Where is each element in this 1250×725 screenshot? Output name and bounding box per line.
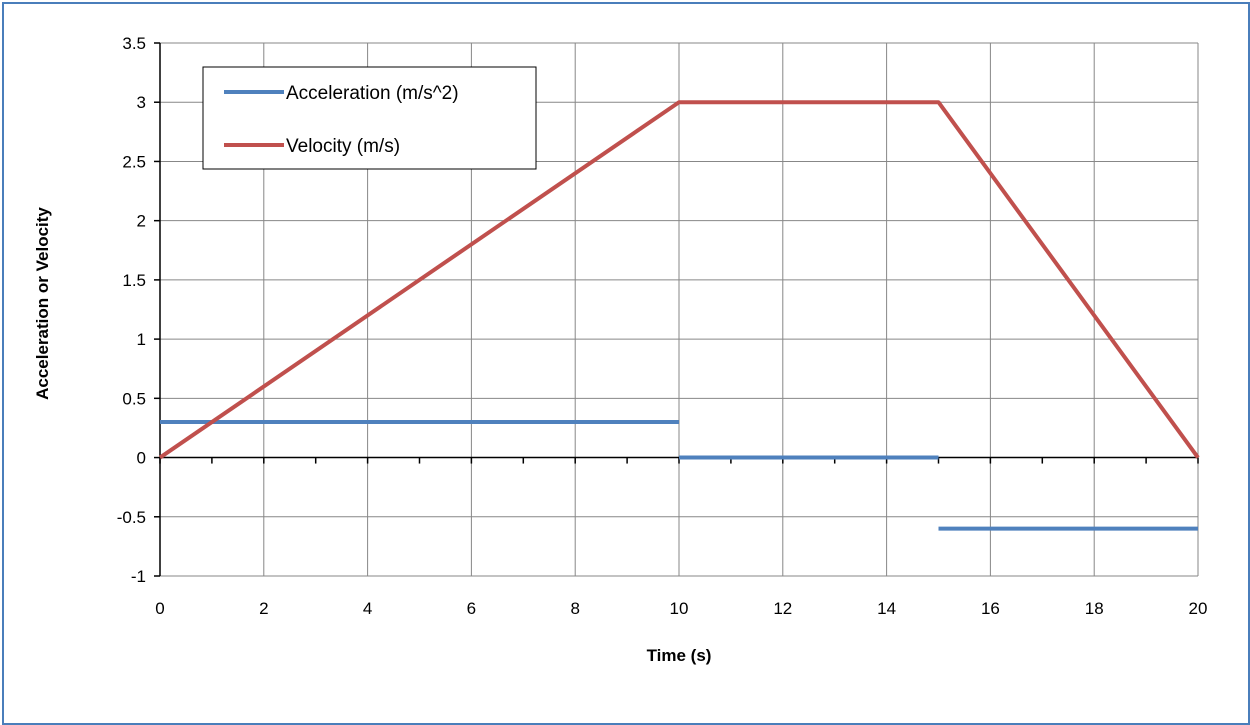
x-tick-label: 2	[259, 599, 268, 618]
y-tick-label: 1.5	[122, 271, 146, 290]
x-tick-label: 4	[363, 599, 372, 618]
y-axis-title: Acceleration or Velocity	[33, 207, 52, 400]
y-tick-label: -1	[131, 567, 146, 586]
y-tick-label: 0	[137, 449, 146, 468]
y-tick-label: 1	[137, 330, 146, 349]
x-tick-label: 10	[670, 599, 689, 618]
x-axis-title: Time (s)	[647, 646, 712, 665]
x-tick-label: 20	[1189, 599, 1208, 618]
legend-label-velocity: Velocity (m/s)	[286, 136, 400, 157]
y-tick-label: 3	[137, 93, 146, 112]
x-tick-label: 14	[877, 599, 896, 618]
x-tick-label: 16	[981, 599, 1000, 618]
y-tick-label: 2.5	[122, 152, 146, 171]
x-tick-label: 8	[570, 599, 579, 618]
legend-box	[202, 66, 537, 170]
legend-label-acceleration: Acceleration (m/s^2)	[286, 83, 459, 104]
y-tick-label: -0.5	[117, 508, 146, 527]
legend: Acceleration (m/s^2) Velocity (m/s)	[202, 66, 537, 170]
x-tick-label: 6	[467, 599, 476, 618]
y-tick-label: 0.5	[122, 389, 146, 408]
velocity-line	[158, 100, 1200, 460]
y-tick-label: 3.5	[122, 34, 146, 53]
x-tick-label: 18	[1085, 599, 1104, 618]
x-tick-label: 12	[773, 599, 792, 618]
series-lines	[158, 100, 1200, 531]
y-tick-label: 2	[137, 212, 146, 231]
tick-labels: 0 2 4 6 8 10 12 14 16 18 20 -1 -0.5 0 0.5 1 1.5 2 2.5 3 3.5	[117, 34, 1208, 618]
x-tick-label: 0	[155, 599, 164, 618]
